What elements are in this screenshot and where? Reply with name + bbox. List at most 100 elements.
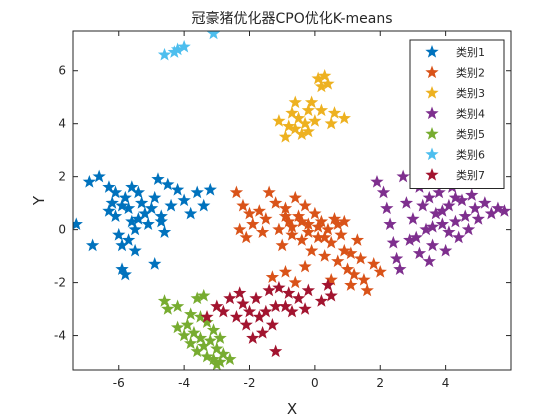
data-point — [115, 238, 129, 252]
legend-label: 类别4 — [456, 107, 485, 121]
data-point — [468, 201, 482, 215]
data-point — [197, 198, 211, 212]
data-point — [321, 278, 335, 291]
data-point — [393, 262, 407, 276]
data-point — [282, 286, 296, 299]
data-point — [213, 355, 227, 368]
data-point — [157, 294, 172, 307]
data-point — [484, 206, 499, 220]
data-point — [131, 185, 146, 199]
data-point — [455, 193, 469, 207]
data-point — [206, 323, 221, 336]
data-point — [190, 291, 204, 305]
x-tick-label: -6 — [113, 376, 125, 390]
x-tick-label: -2 — [244, 376, 256, 390]
data-point — [288, 190, 302, 204]
data-point — [108, 209, 123, 223]
series-6 — [157, 31, 221, 61]
data-point — [314, 79, 329, 93]
data-point — [210, 357, 224, 370]
data-point — [255, 225, 270, 238]
data-point — [242, 206, 257, 220]
data-point — [278, 299, 293, 313]
data-point — [223, 352, 237, 366]
x-tick-label: 0 — [311, 376, 319, 390]
data-point — [337, 111, 351, 125]
data-point — [216, 347, 231, 360]
data-point — [255, 325, 270, 339]
data-point — [108, 185, 123, 199]
data-point — [177, 328, 191, 342]
data-point — [288, 275, 302, 289]
data-point — [115, 262, 129, 276]
data-point — [115, 198, 129, 212]
data-point — [399, 196, 414, 209]
data-point — [213, 331, 227, 344]
y-tick-label: 0 — [58, 223, 66, 237]
legend-box — [409, 39, 505, 189]
data-point — [197, 339, 211, 352]
data-point — [314, 103, 329, 117]
data-point — [184, 206, 198, 220]
data-point — [148, 190, 162, 204]
data-point — [138, 206, 152, 220]
y-tick-label: 2 — [58, 170, 66, 184]
data-point — [311, 219, 325, 233]
data-point — [350, 233, 365, 246]
data-point — [128, 222, 142, 236]
data-point — [311, 71, 325, 85]
data-point — [285, 219, 299, 233]
data-point — [206, 31, 221, 40]
data-point — [262, 185, 276, 199]
series-4 — [370, 161, 511, 276]
data-point — [295, 233, 309, 246]
series-3 — [272, 69, 351, 143]
data-point — [301, 124, 315, 138]
data-point — [304, 95, 319, 109]
legend-marker — [425, 45, 439, 58]
data-point — [151, 172, 165, 185]
data-point — [429, 206, 443, 220]
data-point — [291, 209, 306, 223]
data-point — [128, 243, 142, 257]
data-point — [295, 127, 309, 140]
data-point — [416, 198, 430, 212]
data-point — [134, 196, 149, 209]
data-point — [478, 196, 492, 209]
data-point — [288, 95, 302, 109]
y-tick-label: -2 — [54, 276, 66, 290]
data-point — [452, 230, 466, 244]
data-point — [425, 219, 440, 233]
data-point — [295, 214, 309, 228]
data-point — [272, 222, 286, 236]
data-point — [432, 185, 446, 199]
x-tick-label: 4 — [442, 376, 450, 390]
data-point — [318, 249, 332, 262]
legend: 类别1 类别2 类别3 类别4 类别5 类别6 类别7 — [409, 39, 505, 189]
data-point — [177, 39, 191, 53]
legend-marker — [425, 168, 439, 181]
data-point — [170, 299, 185, 313]
data-point — [73, 217, 83, 230]
data-point — [272, 114, 286, 127]
data-point — [448, 190, 463, 204]
data-point — [125, 180, 139, 193]
data-point — [161, 302, 175, 315]
data-point — [406, 212, 420, 225]
data-point — [285, 304, 299, 318]
data-point — [357, 272, 371, 286]
data-point — [497, 204, 511, 217]
data-point — [458, 209, 472, 223]
data-point — [301, 217, 315, 230]
data-point — [229, 310, 244, 323]
data-point — [331, 254, 345, 268]
data-point — [252, 310, 266, 323]
data-point — [442, 198, 456, 212]
data-point — [246, 331, 260, 344]
legend-label: 类别5 — [456, 127, 485, 141]
data-point — [291, 291, 306, 305]
data-point — [291, 111, 306, 125]
data-point — [125, 214, 139, 228]
